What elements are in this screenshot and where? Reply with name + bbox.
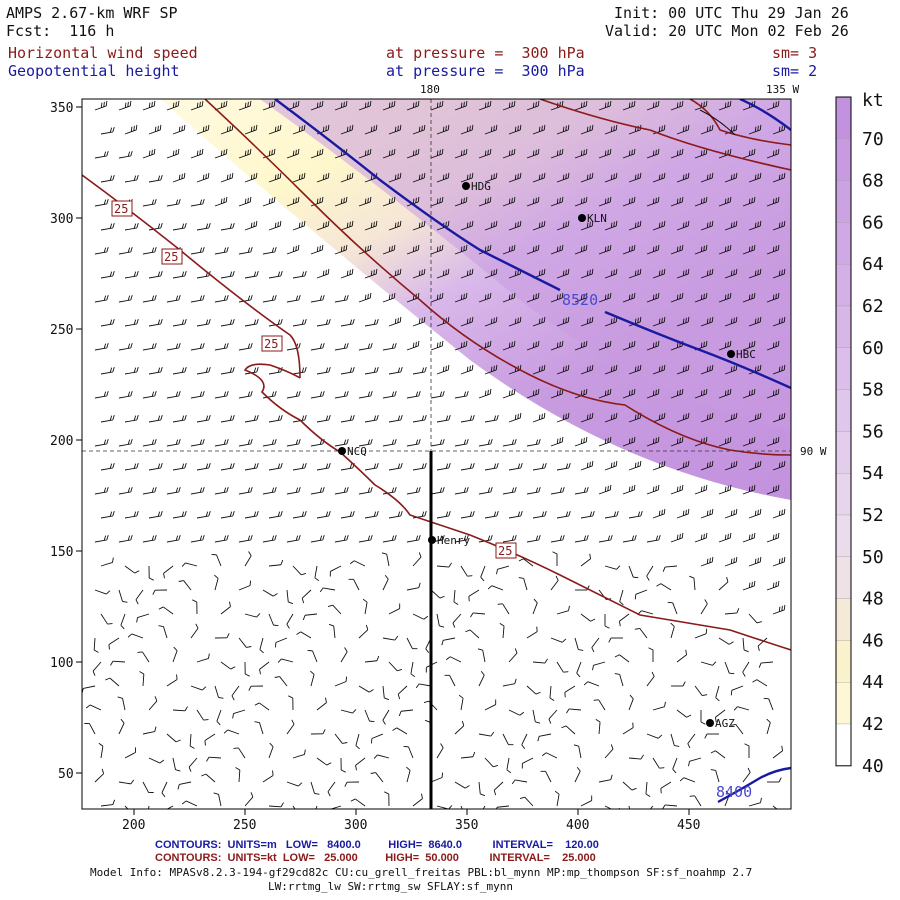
station-henry: Henry (428, 534, 470, 547)
colorbar-label: 50 (862, 547, 884, 568)
forecast-hour: Fcst: 116 h (6, 22, 115, 40)
colorbar-swatch (835, 431, 852, 474)
speed-label-1: 25 (114, 202, 128, 216)
svg-text:HBC: HBC (736, 348, 756, 361)
svg-text:HDG: HDG (471, 180, 491, 193)
colorbar-label: 52 (862, 505, 884, 526)
valid-time: Valid: 20 UTC Mon 02 Feb 26 (605, 22, 849, 40)
field1-level: at pressure = 300 hPa (386, 44, 585, 62)
speed-contour-labels: 25 25 25 25 (111, 200, 517, 559)
colorbar-swatch (835, 389, 852, 432)
y-tick-label: 150 (50, 545, 73, 560)
colorbar-label: 54 (862, 463, 884, 484)
station-agz: AGZ (706, 717, 735, 730)
colorbar-swatch (835, 305, 852, 348)
y-axis: 350 300 250 200 150 100 50 (50, 101, 82, 782)
station-markers: HDG KLN HBC NCQ Henry AGZ (338, 180, 756, 730)
speed-label-3: 25 (264, 337, 278, 351)
colorbar-swatch (835, 180, 852, 223)
colorbar-swatch (835, 347, 852, 390)
colorbar-label: 70 (862, 129, 884, 150)
x-tick-label: 350 (455, 818, 478, 833)
field2-smoothing: sm= 2 (772, 62, 818, 80)
svg-text:KLN: KLN (587, 212, 607, 225)
wind-barbs (82, 100, 786, 809)
x-tick-label: 400 (566, 818, 589, 833)
colorbar-swatch (835, 96, 852, 139)
x-tick-label: 200 (122, 818, 145, 833)
colorbar-swatch (835, 473, 852, 516)
meridian-label-90w: 90 W (800, 445, 827, 458)
colorbar-label: 66 (862, 212, 884, 233)
y-tick-label: 200 (50, 434, 73, 449)
colorbar-label: 64 (862, 254, 884, 275)
field2-level: at pressure = 300 hPa (386, 62, 585, 80)
footer-contours-height: CONTOURS: UNITS=m LOW= 8400.0 HIGH= 8640… (155, 839, 599, 851)
station-hdg: HDG (462, 180, 491, 193)
station-ncq: NCQ (338, 445, 367, 458)
x-tick-label: 300 (344, 818, 367, 833)
speed-label-4: 25 (498, 544, 512, 558)
y-tick-label: 50 (58, 767, 74, 782)
colorbar-swatch (835, 640, 852, 683)
colorbar-label: 40 (862, 756, 884, 777)
y-tick-label: 300 (50, 212, 73, 227)
wind-speed-core (260, 99, 791, 430)
field1-smoothing: sm= 3 (772, 44, 818, 62)
colorbar-swatch (835, 723, 852, 766)
map-frame (81, 98, 792, 810)
svg-text:NCQ: NCQ (347, 445, 367, 458)
field1-name: Horizontal wind speed (8, 44, 198, 62)
height-contours (274, 99, 791, 804)
init-time: Init: 00 UTC Thu 29 Jan 26 (614, 4, 849, 22)
meridian-label-135w: 135 W (766, 83, 799, 96)
colorbar-swatch (835, 598, 852, 641)
colorbar-label: 46 (862, 630, 884, 651)
x-tick-label: 450 (677, 818, 700, 833)
station-kln: KLN (578, 212, 607, 225)
field2-name: Geopotential height (8, 62, 180, 80)
meridian-label-180: 180 (420, 83, 440, 96)
colorbar-swatch (835, 556, 852, 599)
map-plot-area: HDG KLN HBC NCQ Henry AGZ 25 25 25 25 8520 84… (82, 99, 791, 809)
colorbar-label: 44 (862, 672, 884, 693)
footer-model-info: Model Info: MPASv8.2.3-194-gf29cd82c CU:… (90, 866, 753, 879)
x-axis: 200 250 300 350 400 450 (122, 809, 700, 833)
colorbar-label: 58 (862, 380, 884, 401)
height-label-8400: 8400 (716, 783, 752, 801)
x-tick-label: 250 (233, 818, 256, 833)
colorbar-swatch (835, 264, 852, 307)
colorbar-swatch (835, 514, 852, 557)
colorbar-swatch (835, 682, 852, 725)
colorbar-label: 62 (862, 296, 884, 317)
colorbar: 70 68 66 64 62 60 58 56 54 52 50 48 46 44 42 40 (835, 96, 884, 777)
y-tick-label: 100 (50, 656, 73, 671)
y-tick-label: 350 (50, 101, 73, 116)
station-hbc: HBC (727, 348, 756, 361)
colorbar-label: 68 (862, 171, 884, 192)
colorbar-swatch (835, 138, 852, 181)
model-title: AMPS 2.67-km WRF SP (6, 4, 178, 22)
footer-contours-speed: CONTOURS: UNITS=kt LOW= 25.000 HIGH= 50.… (155, 852, 596, 864)
colorbar-swatch (835, 222, 852, 265)
height-label-8520: 8520 (562, 291, 598, 309)
y-tick-label: 250 (50, 323, 73, 338)
footer-model-info-2: LW:rrtmg_lw SW:rrtmg_sw SFLAY:sf_mynn (268, 880, 514, 893)
speed-label-2: 25 (164, 250, 178, 264)
colorbar-label: 42 (862, 714, 884, 735)
colorbar-label: 60 (862, 338, 884, 359)
colorbar-label: 56 (862, 421, 884, 442)
colorbar-label: 48 (862, 589, 884, 610)
colorbar-unit: kt (862, 90, 884, 111)
svg-text:Henry: Henry (437, 534, 470, 547)
svg-text:AGZ: AGZ (715, 717, 735, 730)
